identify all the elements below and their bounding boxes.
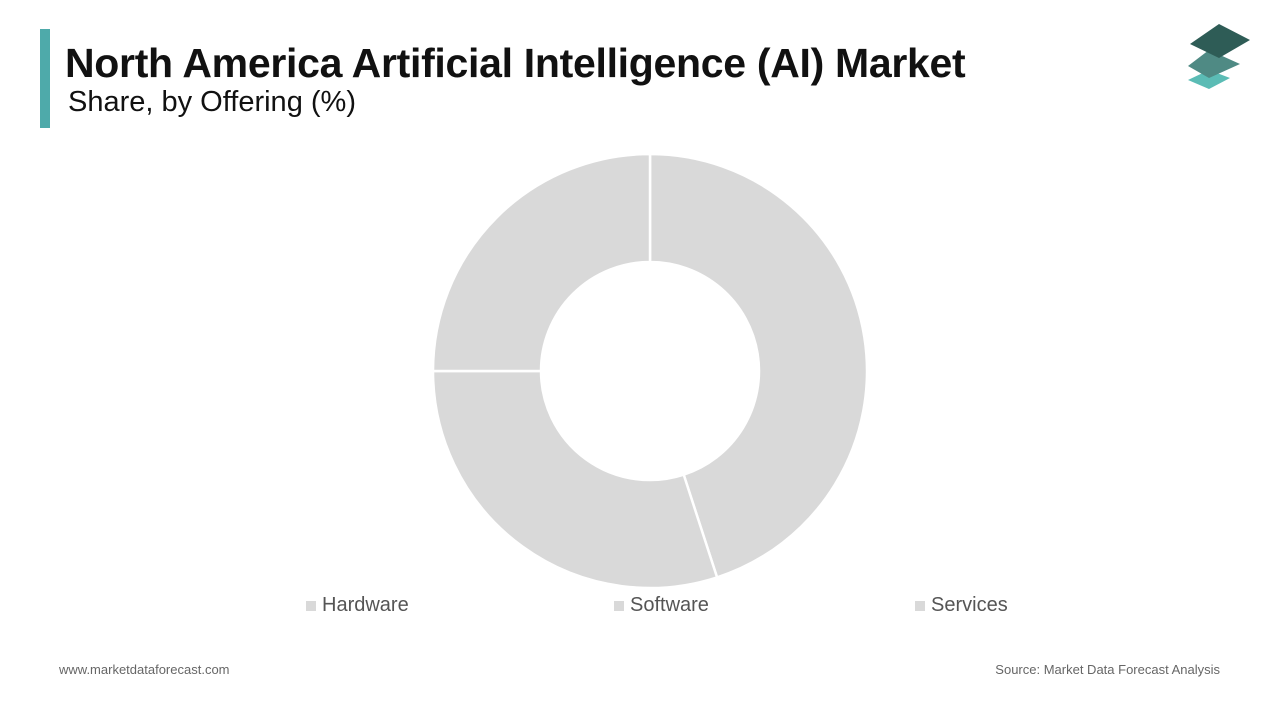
logo-layer-bottom — [1188, 70, 1230, 89]
legend-label: Services — [931, 594, 1008, 616]
legend-swatch — [915, 600, 925, 611]
legend-swatch — [614, 600, 624, 611]
chart-title: North America Artificial Intelligence (A… — [65, 40, 966, 86]
donut-slice-software — [431, 369, 719, 590]
legend-swatch — [306, 600, 316, 611]
chart-legend: Hardware Software Services — [0, 594, 1280, 620]
legend-item-services: Services — [915, 594, 1008, 617]
donut-slice-services — [431, 152, 652, 373]
logo-layer-top — [1190, 24, 1250, 58]
legend-label: Software — [630, 594, 709, 616]
title-accent-bar — [40, 29, 50, 128]
website-url: www.marketdataforecast.com — [59, 662, 230, 677]
legend-item-software: Software — [614, 594, 709, 617]
logo-layer-middle — [1188, 50, 1240, 78]
stacked-layers-logo-icon — [1188, 24, 1250, 89]
donut-slices — [431, 152, 869, 590]
donut-slice-hardware — [648, 152, 869, 579]
legend-label: Hardware — [322, 594, 409, 616]
legend-item-hardware: Hardware — [306, 594, 409, 617]
source-note: Source: Market Data Forecast Analysis — [995, 662, 1220, 677]
chart-subtitle: Share, by Offering (%) — [68, 86, 356, 118]
